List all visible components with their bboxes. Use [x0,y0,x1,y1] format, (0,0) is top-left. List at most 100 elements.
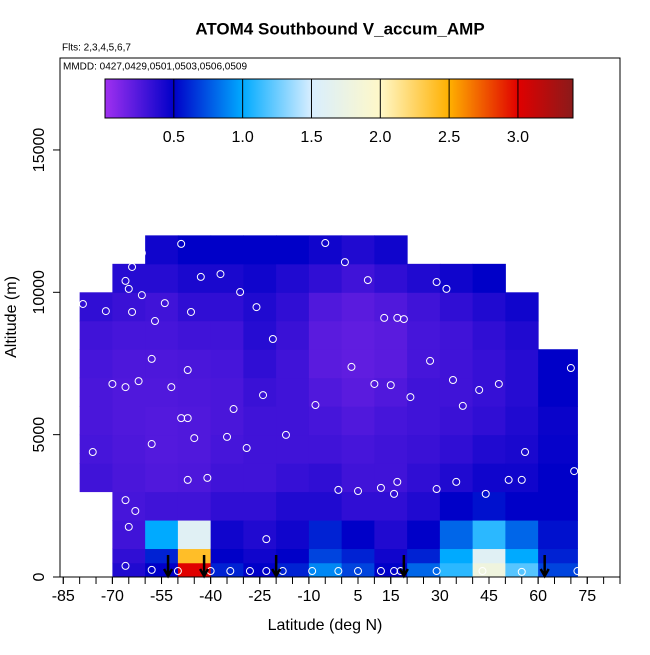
heat-cell [177,491,212,521]
heat-cell [439,349,474,379]
heat-cell [210,520,244,550]
heat-cell [177,292,212,322]
sample-point [203,473,212,482]
heat-cell [472,434,506,464]
y-tick-label: 10000 [31,270,48,315]
sample-point [128,307,137,316]
heat-cell [243,235,277,265]
sample-point [347,362,356,371]
heat-cell [538,491,578,521]
sample-point [432,567,441,576]
sample-point [147,440,156,449]
sample-point [376,483,385,492]
heat-cell [439,434,474,464]
heat-cell [145,292,179,322]
sample-point [177,239,186,248]
sample-point [131,506,140,515]
heat-cell [472,491,506,521]
heat-cell [276,520,310,550]
heat-cell [276,434,310,464]
heat-cell [341,520,375,550]
sample-point [426,356,435,365]
heat-cell [177,520,212,550]
heat-cell [145,548,179,564]
heat-cell [439,548,474,564]
heat-cell [243,434,277,464]
heat-cell [112,520,146,550]
sample-point [121,276,130,285]
sample-point [442,284,451,293]
heat-cell [177,320,212,350]
sample-point [504,475,513,484]
heat-cell [276,292,310,322]
heat-cell [308,320,343,350]
sample-point [252,303,261,312]
heat-cell [407,548,441,564]
heat-cell [145,320,179,350]
sample-point [340,258,349,267]
heat-cell [308,406,343,436]
colorbar-tick-label: 3.0 [507,129,529,146]
heat-cell [374,406,408,436]
heat-cell [341,320,375,350]
heat-cell [472,562,506,578]
sample-point [216,270,225,279]
heat-cell [79,406,113,436]
heat-cell [243,463,277,493]
heat-cell [341,263,375,293]
heat-cell [210,463,244,493]
colorbar-tick-label: 1.0 [232,129,254,146]
heat-cell [112,406,146,436]
sample-point [160,299,169,308]
sample-point [262,535,271,544]
heat-cell [308,235,343,265]
heat-cell [145,349,179,379]
sample-point [452,477,461,486]
heat-cell [439,406,474,436]
sample-point [121,496,130,505]
sample-point [281,430,290,439]
heat-cell [276,349,310,379]
x-tick-label: -70 [101,588,124,605]
sample-point [259,391,268,400]
heat-cell [505,320,539,350]
heat-cell [538,406,578,436]
sample-point [521,448,530,457]
sample-point [236,288,245,297]
sample-point [481,489,490,498]
heat-cell [505,434,539,464]
arrow [199,555,210,579]
heat-cell [308,463,343,493]
sample-point [566,364,575,373]
sample-point [150,317,159,326]
y-tick-label: 0 [31,572,48,581]
heat-cell [439,562,474,578]
heat-cell [112,320,146,350]
sample-point [262,567,271,576]
sample-point [354,487,363,496]
x-tick-label: -85 [52,588,75,605]
heat-cell [505,491,539,521]
chart-title: ATOM4 Southbound V_accum_AMP [195,19,484,38]
sample-point [376,567,385,576]
heat-cell [374,235,408,265]
heat-cell [439,491,474,521]
heat-cell [210,349,244,379]
heat-cell [243,520,277,550]
sample-point [393,477,402,486]
heat-cell [341,349,375,379]
heat-cell [308,292,343,322]
heat-cell [472,406,506,436]
heat-cell [145,520,179,550]
heat-cell [341,434,375,464]
heat-cell [177,349,212,379]
sample-point [478,567,487,576]
heat-cell [145,235,179,265]
heat-cell [145,406,179,436]
heat-cell [505,548,539,564]
sample-point [183,414,192,423]
heat-cell [439,463,474,493]
heat-cell [374,263,408,293]
heat-cell [308,349,343,379]
heat-cell [243,377,277,407]
